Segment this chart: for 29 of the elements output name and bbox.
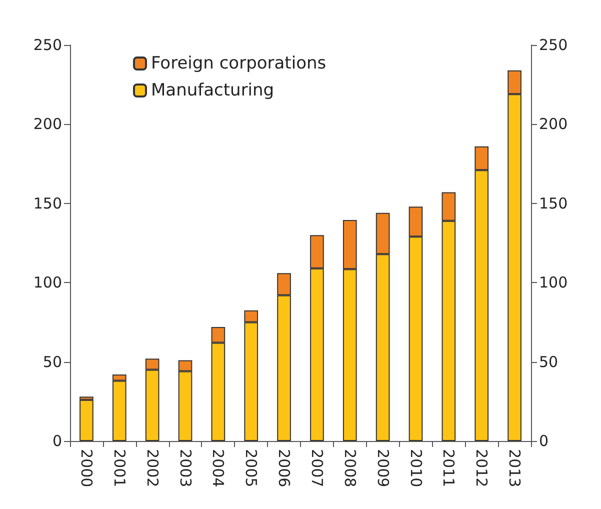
- x-tick-label: 2003: [176, 449, 194, 488]
- x-tick-label: 2011: [440, 449, 458, 488]
- x-tick-label: 2001: [110, 449, 128, 488]
- y-tick-label: 150: [33, 194, 62, 212]
- y-tick-label: 250: [33, 36, 62, 54]
- y-tick-label: 0: [52, 432, 62, 450]
- x-tick-label: 2004: [209, 449, 228, 488]
- x-tick-label: 2008: [340, 449, 359, 488]
- y2-tick-label: 100: [539, 274, 568, 292]
- y2-tick-label: 200: [539, 115, 568, 134]
- x-tick-label: 2012: [472, 449, 491, 488]
- y2-tick-label: 150: [539, 194, 568, 212]
- y2-tick-label: 0: [539, 432, 549, 450]
- y-tick-label: 100: [33, 274, 62, 292]
- x-tick-label: 2000: [77, 449, 96, 488]
- bar: [80, 400, 94, 441]
- x-tick-label: 2007: [308, 449, 326, 488]
- x-tick-label: 2013: [506, 449, 524, 488]
- y-tick-label: 200: [33, 115, 62, 134]
- x-tick-label: 2009: [374, 449, 392, 488]
- y-tick-label: 50: [42, 352, 62, 371]
- x-tick-label: 2002: [143, 449, 162, 488]
- y2-tick-label: 250: [539, 36, 568, 54]
- y2-tick-label: 50: [539, 352, 558, 371]
- legend-label: Manufacturing: [151, 80, 274, 100]
- x-tick-label: 2010: [406, 449, 425, 488]
- x-tick-label: 2006: [275, 449, 294, 488]
- legend-label: Foreign corporations: [151, 54, 326, 74]
- x-tick-label: 2005: [242, 449, 260, 488]
